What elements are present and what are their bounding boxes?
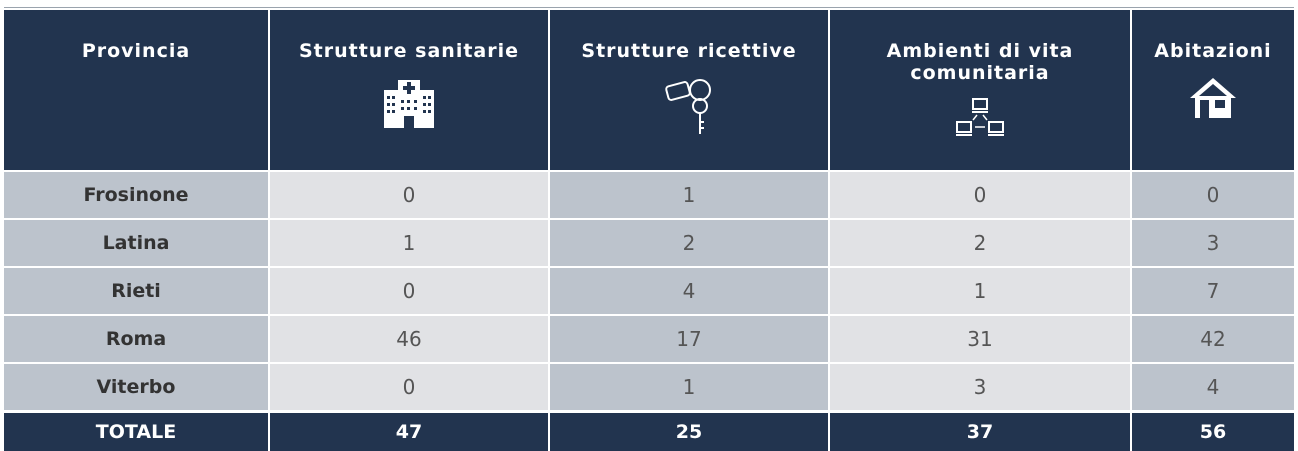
row-label: Latina [4, 220, 268, 266]
table-cell: 0 [270, 268, 548, 314]
table-cell: 4 [1132, 364, 1294, 410]
top-rule [4, 7, 1294, 8]
table-cell: 3 [830, 364, 1130, 410]
table-cell: 0 [270, 364, 548, 410]
header-text: Abitazioni [1154, 40, 1272, 62]
header-cell: Abitazioni [1132, 10, 1294, 170]
header-text: Provincia [81, 40, 191, 62]
header-cell: Ambienti di vita comunitaria [830, 10, 1130, 170]
header-cell: Provincia [4, 10, 268, 170]
table-cell: 0 [1132, 172, 1294, 218]
table-cell: 46 [270, 316, 548, 362]
keys-icon [665, 79, 711, 134]
table-cell: 2 [550, 220, 828, 266]
header-cell: Strutture ricettive [550, 10, 828, 170]
table-cell: 42 [1132, 316, 1294, 362]
header-cell: Strutture sanitarie [270, 10, 548, 170]
table-cell: 7 [1132, 268, 1294, 314]
header-text: Strutture ricettive [581, 40, 797, 62]
row-label: Viterbo [4, 364, 268, 410]
total-label: TOTALE [4, 413, 268, 451]
table-cell: 31 [830, 316, 1130, 362]
hospital-icon [384, 80, 434, 128]
table-cell: 0 [270, 172, 548, 218]
table-cell: 0 [830, 172, 1130, 218]
network-icon [956, 98, 1004, 136]
table-cell: 2 [830, 220, 1130, 266]
row-label: Roma [4, 316, 268, 362]
table-cell: 1 [550, 172, 828, 218]
table-cell: 3 [1132, 220, 1294, 266]
total-cell: 37 [830, 413, 1130, 451]
table-cell: 17 [550, 316, 828, 362]
total-cell: 25 [550, 413, 828, 451]
table: Provincia Strutture sanitarie Strutture … [4, 10, 1294, 451]
table-cell: 4 [550, 268, 828, 314]
header-text: Strutture sanitarie [298, 40, 520, 62]
table-cell: 1 [550, 364, 828, 410]
house-icon [1190, 78, 1236, 118]
table-cell: 1 [270, 220, 548, 266]
table-cell: 1 [830, 268, 1130, 314]
total-cell: 56 [1132, 413, 1294, 451]
row-label: Rieti [4, 268, 268, 314]
header-text: Ambienti di vita comunitaria [886, 40, 1074, 84]
total-cell: 47 [270, 413, 548, 451]
row-label: Frosinone [4, 172, 268, 218]
